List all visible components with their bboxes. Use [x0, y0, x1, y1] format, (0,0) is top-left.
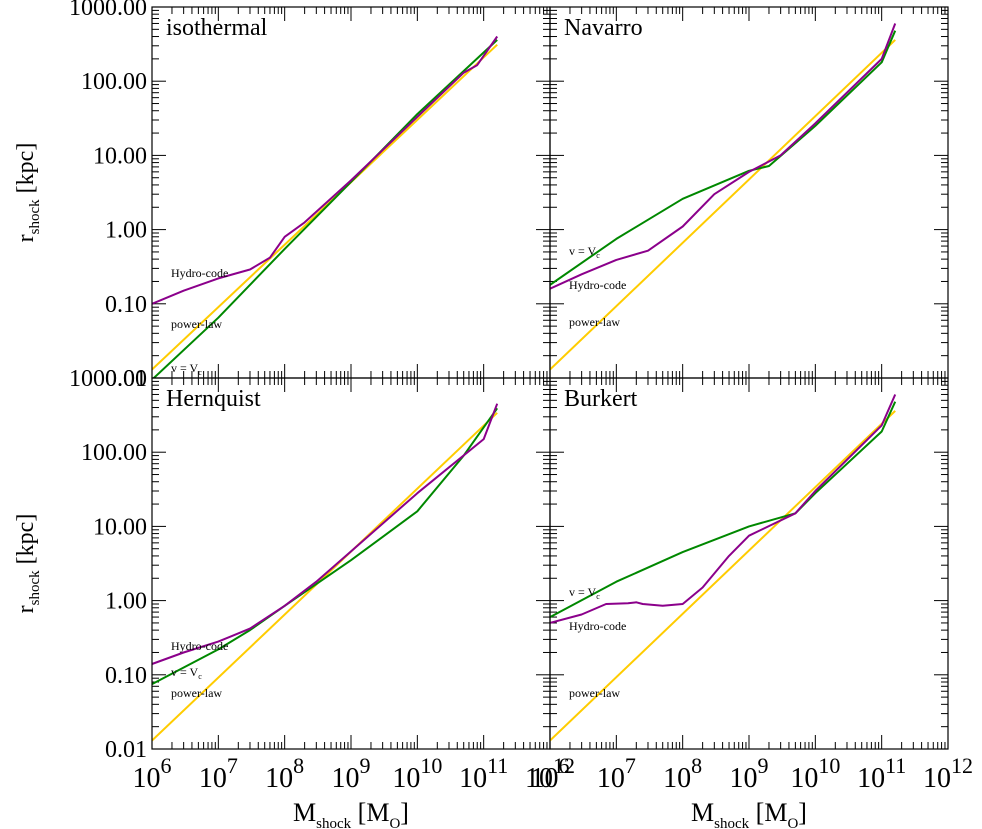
x-tick-label: 107	[597, 753, 636, 794]
y-tick-label: 10.00	[93, 143, 147, 169]
series-line-vvc	[152, 407, 499, 685]
x-tick-label: 1010	[790, 753, 840, 794]
x-axis-label: Mshock [MO]	[691, 798, 807, 829]
y-tick-label: 0.10	[105, 292, 147, 318]
y-tick-label: 10.00	[93, 514, 147, 540]
x-tick-label: 108	[663, 753, 702, 794]
series-line-powerlaw	[550, 410, 896, 742]
series-label-hydro: Hydro-code	[171, 266, 228, 280]
panel-frame	[549, 377, 949, 750]
panel-title: Hernquist	[166, 386, 261, 412]
panel-isothermal: isothermal Hydro-code power-law v = Vc 0.01 0…	[13, 0, 551, 392]
x-tick-label: 109	[332, 753, 371, 794]
series-line-vvc	[550, 401, 897, 618]
series-label-hydro: Hydro-code	[171, 639, 228, 653]
panel-title: isothermal	[166, 15, 268, 41]
series-label-vvc: v = Vc	[569, 244, 600, 260]
series-label-vvc: v = Vc	[569, 585, 600, 601]
y-tick-label: 100.00	[81, 440, 147, 466]
x-tick-label: 1012	[525, 753, 575, 794]
series-line-hydro	[152, 35, 499, 305]
series-line-powerlaw	[152, 43, 498, 371]
panel-navarro: Navarro v = Vc Hydro-code power-law	[549, 6, 949, 379]
series-line-powerlaw	[550, 39, 896, 371]
series-label-powerlaw: power-law	[569, 686, 620, 700]
x-tick-label: 1011	[459, 753, 508, 794]
x-tick-label: 107	[199, 753, 238, 794]
x-tick-label: 108	[265, 753, 304, 794]
series-label-powerlaw: power-law	[569, 315, 620, 329]
y-axis-label: rshock [kpc]	[13, 514, 43, 614]
y-tick-label: 1000.00	[69, 0, 147, 21]
y-tick-label: 1.00	[105, 589, 147, 615]
panel-title: Burkert	[564, 386, 638, 412]
y-tick-label: 0.01	[105, 737, 147, 763]
series-line-hydro	[550, 23, 897, 290]
panel-title: Navarro	[564, 15, 643, 41]
series-line-powerlaw	[152, 412, 498, 742]
x-tick-label: 1010	[392, 753, 442, 794]
x-axis-label: Mshock [MO]	[293, 798, 409, 829]
x-tick-label: 109	[730, 753, 769, 794]
series-label-hydro: Hydro-code	[569, 619, 626, 633]
series-line-vvc	[550, 30, 897, 286]
x-tick-label: 1012	[923, 753, 973, 794]
series-label-hydro: Hydro-code	[569, 278, 626, 292]
y-tick-label: 100.00	[81, 69, 147, 95]
x-tick-label: 106	[531, 753, 570, 794]
series-label-vvc: v = Vc	[171, 665, 202, 681]
panel-burkert: Burkert v = Vc Hydro-code power-law 106 107 10…	[531, 377, 973, 829]
x-tick-label: 106	[133, 753, 172, 794]
y-axis-label: rshock [kpc]	[13, 143, 43, 243]
series-line-hydro	[152, 403, 499, 665]
series-line-vvc	[152, 39, 498, 378]
series-label-powerlaw: power-law	[171, 317, 222, 331]
y-tick-label: 0.01	[105, 366, 147, 392]
x-tick-label: 1011	[857, 753, 906, 794]
y-tick-label: 1000.00	[69, 366, 147, 392]
y-tick-label: 0.10	[105, 663, 147, 689]
panel-hernquist: Hernquist Hydro-code v = Vc power-law 0.01 0.…	[13, 366, 575, 829]
y-tick-label: 1.00	[105, 218, 147, 244]
series-line-hydro	[550, 394, 897, 624]
series-label-powerlaw: power-law	[171, 686, 222, 700]
series-label-vvc: v = Vc	[171, 361, 202, 377]
